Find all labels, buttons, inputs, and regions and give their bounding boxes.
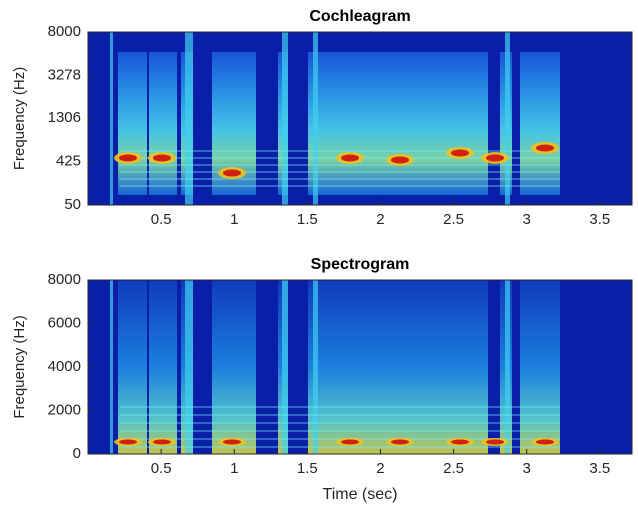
- x-tick-label: 3: [523, 211, 531, 228]
- heatmap-region: [520, 280, 560, 454]
- heatmap-hot: [223, 169, 241, 177]
- heatmap-band: [120, 150, 560, 152]
- chart-title: Cochleagram: [309, 8, 410, 25]
- heatmap-streak: [110, 280, 113, 454]
- y-tick-label: 8000: [48, 271, 81, 288]
- heatmap-region: [308, 280, 330, 454]
- heatmap-streak: [313, 32, 318, 205]
- heatmap-region: [149, 52, 177, 195]
- heatmap-image: [88, 280, 632, 454]
- heatmap-band: [120, 446, 560, 448]
- x-tick-label: 1.5: [297, 211, 318, 228]
- heatmap-band: [120, 414, 560, 416]
- x-tick-label: 2: [376, 460, 384, 477]
- heatmap-band: [120, 171, 560, 173]
- heatmap-hot: [223, 439, 241, 445]
- heatmap-streak: [505, 280, 510, 454]
- heatmap-image: [88, 32, 632, 205]
- heatmap-region: [520, 52, 560, 195]
- x-tick-label: 2: [376, 211, 384, 228]
- x-tick-label: 3.5: [589, 460, 610, 477]
- heatmap-streak: [505, 32, 510, 205]
- y-tick-label: 4000: [48, 358, 81, 375]
- x-tick-label: 0.5: [151, 211, 172, 228]
- heatmap-region: [420, 52, 488, 195]
- y-tick-label: 0: [73, 445, 81, 462]
- heatmap-region: [212, 280, 256, 454]
- y-tick-label: 50: [64, 196, 81, 213]
- heatmap-hot: [536, 144, 554, 152]
- chart-title: Spectrogram: [311, 256, 410, 273]
- heatmap-hot: [153, 439, 171, 445]
- heatmap-hot: [391, 156, 409, 164]
- heatmap-hot: [536, 439, 554, 445]
- heatmap-hot: [341, 154, 359, 162]
- y-tick-label: 1306: [48, 109, 81, 126]
- y-tick-label: 2000: [48, 401, 81, 418]
- x-tick-label: 1.5: [297, 460, 318, 477]
- heatmap-streak: [282, 32, 288, 205]
- heatmap-hot: [486, 439, 504, 445]
- heatmap-band: [120, 178, 560, 180]
- heatmap-band: [120, 406, 560, 408]
- x-tick-label: 3.5: [589, 211, 610, 228]
- y-axis-label: Frequency (Hz): [11, 67, 28, 170]
- heatmap-region: [118, 52, 147, 195]
- heatmap-region: [330, 52, 420, 195]
- heatmap-band: [120, 185, 560, 187]
- heatmap-streak: [185, 32, 193, 205]
- heatmap-band: [120, 422, 560, 424]
- x-tick-label: 2.5: [443, 211, 464, 228]
- y-tick-label: 6000: [48, 314, 81, 331]
- heatmap-region: [420, 280, 488, 454]
- y-tick-label: 8000: [48, 23, 81, 40]
- x-tick-label: 0.5: [151, 460, 172, 477]
- heatmap-region: [308, 52, 330, 195]
- heatmap-region: [330, 280, 420, 454]
- heatmap-hot: [391, 439, 409, 445]
- heatmap-region: [118, 280, 147, 454]
- heatmap-band: [120, 430, 560, 432]
- heatmap-streak: [110, 32, 113, 205]
- heatmap-band: [120, 164, 560, 166]
- heatmap-hot: [341, 439, 359, 445]
- heatmap-hot: [486, 154, 504, 162]
- heatmap-hot: [451, 149, 469, 157]
- heatmap-band: [120, 438, 560, 440]
- y-axis-label: Frequency (Hz): [11, 315, 28, 418]
- y-tick-label: 3278: [48, 67, 81, 84]
- x-tick-label: 2.5: [443, 460, 464, 477]
- heatmap-region: [149, 280, 177, 454]
- heatmap-streak: [282, 280, 288, 454]
- x-tick-label: 1: [230, 211, 238, 228]
- y-tick-label: 425: [56, 152, 81, 169]
- heatmap-hot: [153, 154, 171, 162]
- x-tick-label: 1: [230, 460, 238, 477]
- heatmap-hot: [119, 439, 137, 445]
- axes-box: [87, 31, 633, 206]
- heatmap-hot: [119, 154, 137, 162]
- heatmap-streak: [313, 280, 318, 454]
- x-tick-label: 3: [523, 460, 531, 477]
- x-axis-label: Time (sec): [323, 486, 398, 503]
- heatmap-hot: [451, 439, 469, 445]
- heatmap-streak: [185, 280, 193, 454]
